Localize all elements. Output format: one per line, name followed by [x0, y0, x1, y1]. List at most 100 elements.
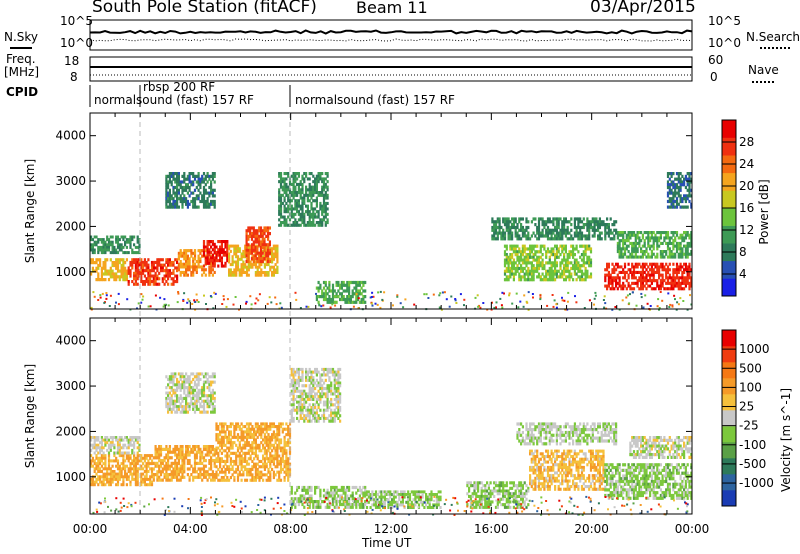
- cpid-label-first: normalsound (fast) 157 RF: [94, 93, 254, 107]
- heat-cell-11: [577, 220, 580, 224]
- heat-cell-11: [557, 217, 560, 221]
- heat-cell-5: [253, 263, 256, 267]
- heat-cell-11: [579, 237, 582, 241]
- heat-cell-13: [690, 241, 693, 245]
- heat-cell-8: [310, 185, 313, 189]
- heat-cell-3: [215, 433, 218, 437]
- heat-cell-9: [328, 280, 331, 285]
- heat-cell-12: [670, 276, 673, 280]
- heat-cell-10: [539, 261, 542, 265]
- heat-cell-2: [167, 269, 170, 273]
- heat-cell-3: [193, 257, 197, 261]
- heat-cell-0: [104, 464, 107, 468]
- heat-cell-0: [107, 454, 111, 458]
- heat-cell-8: [281, 185, 284, 189]
- heat-cell-2: [167, 274, 170, 278]
- heat-cell-4: [167, 394, 170, 398]
- heat-cell-8: [324, 177, 327, 181]
- speckle-cell: [574, 295, 576, 298]
- heat-cell-7: [201, 197, 204, 201]
- heat-cell-14: [674, 183, 677, 187]
- heat-cell-1: [104, 243, 107, 247]
- heat-cell-13: [677, 244, 680, 248]
- heat-cell-0: [136, 454, 139, 458]
- heat-cell-7: [167, 199, 170, 204]
- heat-cell-2: [213, 450, 216, 454]
- heat-cell-2: [188, 450, 191, 454]
- heat-cell-3: [245, 435, 249, 439]
- heat-cell-2: [199, 467, 202, 471]
- heat-cell-9: [346, 289, 349, 293]
- heat-cell-1: [97, 451, 100, 455]
- heat-cell-3: [276, 425, 279, 429]
- heat-cell-0: [115, 266, 118, 270]
- heat-cell-11: [600, 237, 603, 241]
- heat-cell-0: [131, 475, 134, 479]
- heat-cell-3: [244, 430, 247, 434]
- heat-cell-5: [228, 273, 231, 277]
- nsearch-tick-top: 10^5: [708, 14, 741, 28]
- heat-cell-8: [296, 177, 299, 181]
- heat-cell-12: [656, 281, 659, 285]
- heat-cell-3: [256, 473, 259, 477]
- heat-cell-0: [134, 480, 137, 484]
- heat-cell-11: [572, 237, 575, 241]
- heat-cell-1: [99, 248, 102, 252]
- heat-cell-8: [314, 215, 317, 219]
- heat-cell-8: [290, 199, 293, 203]
- heat-cell-6: [267, 229, 270, 233]
- heat-cell-10: [563, 269, 566, 273]
- heat-cell-11: [561, 234, 564, 238]
- heat-cell-4: [206, 248, 209, 252]
- heat-cell-3: [260, 441, 263, 445]
- heat-cell-2: [147, 282, 150, 286]
- heat-cell-8: [299, 215, 302, 219]
- heat-cell-2: [213, 473, 216, 477]
- heat-cell-5: [233, 249, 236, 253]
- heat-cell-2: [201, 473, 204, 477]
- heat-cell-7: [202, 172, 206, 176]
- speckle-cell: [331, 303, 334, 306]
- heat-cell-2: [159, 470, 163, 474]
- heat-cell-10: [570, 272, 573, 276]
- heat-cell-2: [168, 447, 171, 451]
- heat-cell-3: [242, 435, 245, 439]
- heat-cell-8: [306, 212, 309, 216]
- heat-cell-10: [509, 261, 512, 265]
- heat-cell-6: [258, 243, 261, 247]
- heat-cell-12: [643, 279, 646, 283]
- heat-cell-10: [548, 258, 551, 262]
- heat-cell-5: [260, 271, 263, 274]
- heat-cell-0: [124, 464, 127, 468]
- heat-cell-13: [654, 255, 657, 259]
- heat-cell-2: [172, 467, 175, 471]
- heat-cell-2: [176, 461, 179, 465]
- heat-cell-3: [244, 435, 247, 439]
- heat-cell-12: [665, 273, 668, 277]
- heat-cell-2: [204, 475, 207, 479]
- heat-cell-11: [604, 234, 607, 238]
- heat-cell-10: [582, 264, 585, 268]
- heat-cell-5: [236, 249, 240, 253]
- heat-cell-10: [525, 269, 528, 273]
- heat-cell-14: [670, 180, 673, 184]
- heat-cell-8: [290, 223, 293, 227]
- heat-cell-3: [192, 270, 195, 274]
- heat-cell-12: [681, 270, 684, 274]
- heat-cell-2: [134, 266, 137, 270]
- heat-cell-8: [288, 191, 292, 195]
- heat-cell-4: [170, 399, 173, 403]
- heat-cell-11: [606, 223, 609, 227]
- heat-cell-3: [199, 265, 202, 269]
- heat-cell-4: [224, 264, 227, 268]
- heat-cell-12: [622, 276, 625, 280]
- speckle-cell: [508, 294, 511, 297]
- heat-cell-1: [115, 240, 118, 244]
- heat-cell-12: [638, 270, 641, 274]
- heat-cell-7: [165, 188, 168, 192]
- heat-cell-13: [650, 231, 653, 235]
- heat-cell-10: [584, 244, 587, 248]
- heat-cell-3: [258, 425, 261, 429]
- heat-cell-12: [679, 276, 682, 280]
- heat-cell-5: [242, 255, 245, 259]
